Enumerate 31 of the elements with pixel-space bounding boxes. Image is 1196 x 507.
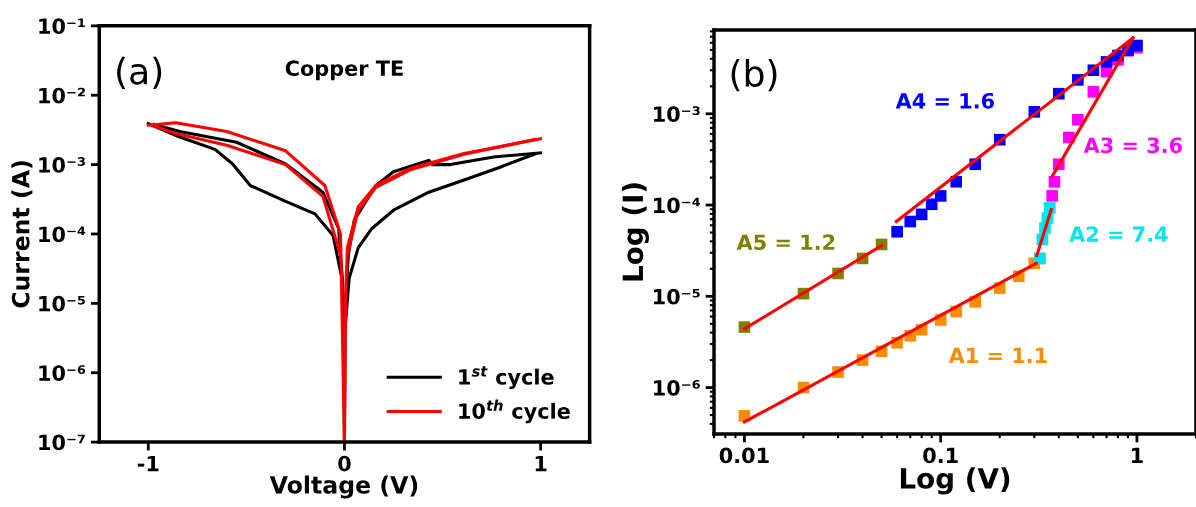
y-tick-label: 10⁻¹ [39,18,85,35]
y-tick-label: 10⁻⁶ [39,365,86,381]
legend-label: 10$^{th}$ cycle [459,399,570,424]
y-tick-label: 10⁻³ [654,106,700,122]
y-tick-label: 10⁻³ [39,157,85,173]
series-label: A3 = 3.6 [1083,137,1182,154]
y-tick-label: 10⁻⁵ [39,295,85,312]
legend-label: 1$^{st}$ cycle [459,366,554,389]
y-axis-title: Log (I) [621,183,649,281]
text: Copper TE [285,60,403,81]
x-tick-label: 1 [1132,447,1143,464]
x-tick-label: 0.01 [719,447,769,464]
annotation: (a) [117,56,162,89]
series-label: A5 = 1.2 [736,234,835,251]
y-tick-label: 10⁻⁷ [39,434,85,451]
series-label: A2 = 7.4 [1069,226,1168,242]
x-tick-label: -1 [137,455,159,472]
series-label: A4 = 1.6 [895,92,994,109]
x-axis-title: Voltage (V) [269,475,418,499]
y-tick-label: 10⁻² [39,87,85,104]
x-axis-title: Log (V) [900,467,1010,495]
y-tick-label: 10⁻⁵ [654,288,700,305]
x-tick-label: 1 [535,455,547,472]
x-tick-label: 0 [338,455,351,472]
annotation: (b) [731,59,777,92]
y-tick-label: 10⁻⁶ [654,380,700,396]
y-tick-label: 10⁻⁴ [39,226,86,243]
y-axis-title: Current (A) [11,161,33,308]
y-tick-label: 10⁻⁴ [654,197,700,214]
series-label: A1 = 1.1 [948,347,1047,363]
x-tick-label: 0.1 [923,447,958,464]
